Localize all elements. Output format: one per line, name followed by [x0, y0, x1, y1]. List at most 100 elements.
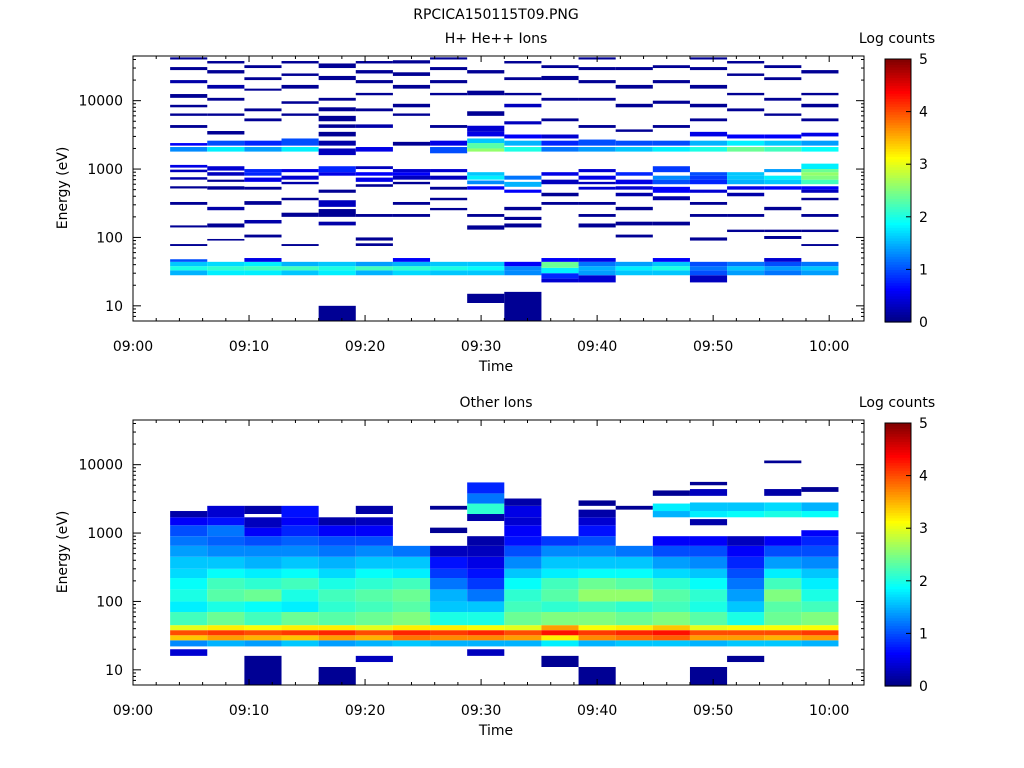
- colorbar-segment: [885, 536, 911, 540]
- colorbar-segment: [885, 287, 911, 292]
- heatmap-cell: [652, 511, 690, 518]
- heatmap-cell: [764, 266, 802, 271]
- heatmap-cell: [281, 545, 319, 557]
- heatmap-cell: [170, 125, 208, 128]
- heatmap-cell: [207, 270, 245, 276]
- colorbar-segment: [885, 554, 911, 558]
- heatmap-cell: [764, 169, 802, 173]
- x-tick-label: 09:10: [229, 339, 269, 355]
- x-tick-label: 09:00: [113, 703, 153, 719]
- heatmap-cell: [467, 214, 505, 217]
- colorbar-segment: [885, 269, 911, 273]
- heatmap-cell: [652, 556, 690, 569]
- heatmap-cell: [764, 65, 802, 69]
- heatmap-cell: [170, 94, 208, 98]
- colorbar-segment: [885, 235, 911, 239]
- panel-bottom-frame: [132, 419, 865, 686]
- heatmap-cell: [392, 141, 431, 146]
- heatmap-cell: [652, 261, 690, 267]
- heatmap-cell: [281, 525, 319, 537]
- heatmap-cell: [392, 266, 431, 271]
- heatmap-cell: [504, 216, 542, 220]
- colorbar-segment: [885, 572, 911, 577]
- heatmap-cell: [764, 134, 802, 139]
- colorbar-segment: [885, 617, 911, 621]
- heatmap-cell: [170, 201, 208, 205]
- colorbar-segment: [885, 156, 911, 160]
- panel-top-colorbar: 0 1 2 3 4 5: [884, 52, 928, 331]
- heatmap-cell: [392, 568, 431, 579]
- heatmap-cell: [578, 266, 616, 271]
- heatmap-cell: [318, 625, 356, 631]
- panel-top: H+ He++ Ions 09:00 09:10 09:20 09:30 09:40 09…: [55, 31, 935, 375]
- heatmap-cell: [281, 556, 319, 569]
- colorbar-tick-label: 5: [919, 52, 928, 68]
- colorbar-segment: [885, 515, 911, 519]
- colorbar-segment: [885, 596, 911, 600]
- heatmap-cell: [801, 70, 839, 74]
- heatmap-cell: [392, 172, 431, 176]
- colorbar-segment: [885, 72, 911, 76]
- panel-top-title: H+ He++ Ions: [445, 31, 548, 47]
- heatmap-cell: [652, 140, 690, 146]
- heatmap-cell: [207, 556, 245, 569]
- heatmap-cell: [504, 545, 542, 557]
- colorbar-segment: [885, 274, 911, 278]
- heatmap-cell: [801, 536, 839, 546]
- x-tick-label: 09:20: [345, 703, 385, 719]
- x-tick-label: 10:00: [809, 703, 849, 719]
- colorbar-segment: [885, 436, 911, 440]
- heatmap-cell: [170, 57, 208, 60]
- heatmap-cell: [244, 517, 282, 528]
- colorbar-segment: [885, 580, 911, 585]
- heatmap-cell: [244, 578, 282, 590]
- heatmap-cell: [578, 556, 616, 569]
- heatmap-cell: [801, 132, 839, 137]
- colorbar-segment: [885, 240, 911, 244]
- heatmap-cell: [652, 175, 690, 180]
- colorbar-segment: [885, 496, 911, 500]
- colorbar-segment: [885, 253, 911, 257]
- heatmap-cell: [355, 612, 393, 626]
- colorbar-segment: [885, 177, 911, 181]
- panel-top-x-axis: 09:00 09:10 09:20 09:30 09:40 09:50 10:00: [113, 56, 853, 355]
- heatmap-cell: [764, 630, 802, 636]
- colorbar-segment: [885, 266, 911, 270]
- colorbar-segment: [885, 166, 911, 171]
- heatmap-cell: [689, 172, 728, 176]
- heatmap-cell: [281, 505, 319, 518]
- panel-bottom-colorbar-label: Log counts: [859, 395, 935, 411]
- colorbar-segment: [885, 80, 911, 84]
- heatmap-cell: [170, 517, 208, 526]
- heatmap-cell: [244, 635, 282, 641]
- heatmap-cell: [727, 229, 765, 233]
- heatmap-cell: [355, 80, 393, 84]
- colorbar-segment: [885, 486, 911, 490]
- colorbar-segment: [885, 578, 911, 582]
- heatmap-cell: [801, 140, 839, 146]
- heatmap-cell: [392, 113, 431, 116]
- heatmap-cell: [764, 97, 802, 101]
- colorbar-segment: [885, 467, 911, 471]
- heatmap-cell: [504, 568, 542, 579]
- heatmap-cell: [541, 201, 579, 205]
- heatmap-cell: [430, 527, 468, 534]
- heatmap-cell: [727, 545, 765, 557]
- colorbar-segment: [885, 559, 911, 563]
- heatmap-cell: [244, 556, 282, 569]
- heatmap-cell: [430, 612, 468, 626]
- heatmap-cell: [467, 556, 505, 569]
- heatmap-cell: [355, 108, 393, 112]
- colorbar-segment: [885, 441, 911, 445]
- heatmap-cell: [207, 578, 245, 590]
- heatmap-cell: [467, 270, 505, 276]
- heatmap-cell: [281, 169, 319, 173]
- heatmap-cell: [430, 625, 468, 631]
- heatmap-cell: [430, 67, 468, 71]
- heatmap-cell: [467, 186, 505, 190]
- heatmap-cell: [318, 556, 356, 569]
- heatmap-cell: [727, 73, 765, 76]
- colorbar-segment: [885, 277, 911, 281]
- heatmap-cell: [430, 197, 468, 201]
- heatmap-cell: [467, 175, 505, 180]
